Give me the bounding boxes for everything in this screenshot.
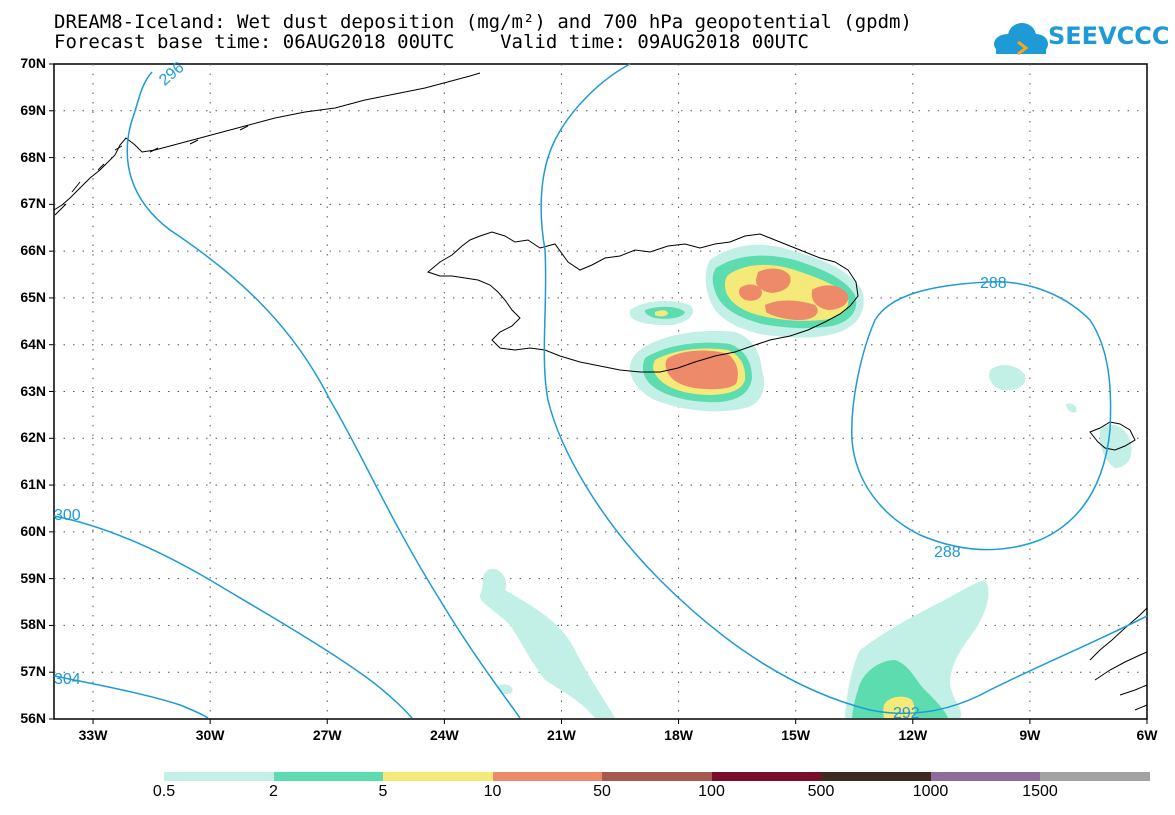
cloud-icon — [994, 23, 1048, 56]
longitude-label: 33W — [78, 727, 108, 743]
latitude-label: 58N — [20, 616, 46, 633]
contour-label: 288 — [980, 275, 1007, 292]
latitude-label: 66N — [20, 242, 46, 259]
contour-label: 292 — [893, 705, 920, 722]
norway-coast — [1089, 607, 1148, 711]
latitude-label: 65N — [20, 288, 46, 305]
dust-area-10 — [755, 268, 791, 293]
dust-area-0-5 — [479, 569, 615, 718]
axis-ticks — [49, 63, 1148, 724]
legend-label: 100 — [698, 783, 725, 800]
legend-swatch — [1040, 772, 1150, 781]
longitude-label: 12W — [898, 727, 928, 743]
longitude-label: 6W — [1136, 727, 1158, 743]
latitude-label: 59N — [20, 569, 46, 586]
longitude-label: 21W — [547, 727, 576, 743]
legend-label: 1500 — [1022, 783, 1058, 800]
legend-label: 5 — [378, 783, 388, 800]
seevccc-logo — [994, 23, 1048, 56]
latitude-label: 64N — [20, 335, 46, 352]
contour-300 — [53, 515, 413, 719]
contour-label: 288 — [934, 544, 961, 561]
latitude-label: 70N — [20, 55, 46, 71]
latitude-label: 68N — [20, 148, 46, 165]
latitude-label: 67N — [20, 195, 46, 212]
legend-swatch — [930, 772, 1040, 781]
contour-288 — [851, 281, 1112, 551]
legend-label: 2 — [269, 783, 278, 800]
contour-label: 304 — [54, 671, 81, 688]
longitude-label: 9W — [1019, 727, 1041, 743]
longitude-label: 27W — [312, 727, 342, 743]
dust-area-10 — [739, 284, 762, 301]
latitude-label: 63N — [20, 382, 46, 399]
legend-swatch — [711, 772, 821, 781]
latitude-label: 61N — [20, 476, 46, 493]
dust-area-10 — [665, 350, 738, 390]
dust-area-10 — [765, 300, 818, 320]
legend-label: 500 — [807, 783, 835, 800]
greenland-coast-detail — [54, 125, 249, 216]
iceland-coast — [426, 231, 859, 373]
latitude-label: 57N — [20, 663, 46, 680]
dust-area-5 — [655, 310, 668, 317]
latitude-label: 62N — [20, 429, 46, 446]
dust-area-2 — [852, 660, 948, 718]
legend-swatch — [273, 772, 383, 781]
legend-swatch — [164, 772, 274, 781]
legend-swatch — [602, 772, 712, 781]
contour-label: 300 — [54, 507, 81, 524]
legend-label: 50 — [593, 783, 611, 800]
dust-area-0-5 — [989, 365, 1026, 391]
dust-area-0-5 — [1066, 403, 1077, 413]
longitude-label: 18W — [664, 727, 693, 743]
logo-text: SEEVCCC — [1048, 22, 1170, 50]
greenland-coast — [53, 72, 481, 211]
longitude-label: 30W — [195, 727, 225, 743]
legend-swatch — [383, 772, 493, 781]
faroe-coast — [1089, 421, 1136, 451]
longitude-label: 24W — [429, 727, 459, 743]
dust-area-0-5 — [1099, 424, 1132, 468]
map-title: DREAM8-Iceland: Wet dust deposition (mg/… — [54, 11, 912, 33]
legend-label: 1000 — [912, 783, 949, 800]
dust-area-5 — [724, 264, 849, 321]
map-subtitle: Forecast base time: 06AUG2018 00UTC Vali… — [54, 31, 809, 53]
longitude-label: 15W — [781, 727, 811, 743]
contour-304 — [53, 675, 209, 719]
legend-label: 10 — [483, 783, 502, 800]
latitude-label: 69N — [20, 101, 46, 118]
latitude-label: 56N — [20, 710, 46, 726]
contour-296 — [126, 71, 521, 719]
contour-292 — [540, 63, 1148, 715]
legend-swatch — [821, 772, 931, 781]
legend-swatch — [492, 772, 602, 781]
map-frame — [53, 63, 1148, 720]
dust-area-10 — [811, 285, 849, 310]
coastlines — [53, 72, 1148, 711]
legend-label: 0.5 — [152, 783, 176, 800]
geopotential-contours — [53, 63, 1148, 719]
latitude-label: 60N — [20, 522, 46, 539]
dust-deposition-field — [479, 244, 1132, 718]
